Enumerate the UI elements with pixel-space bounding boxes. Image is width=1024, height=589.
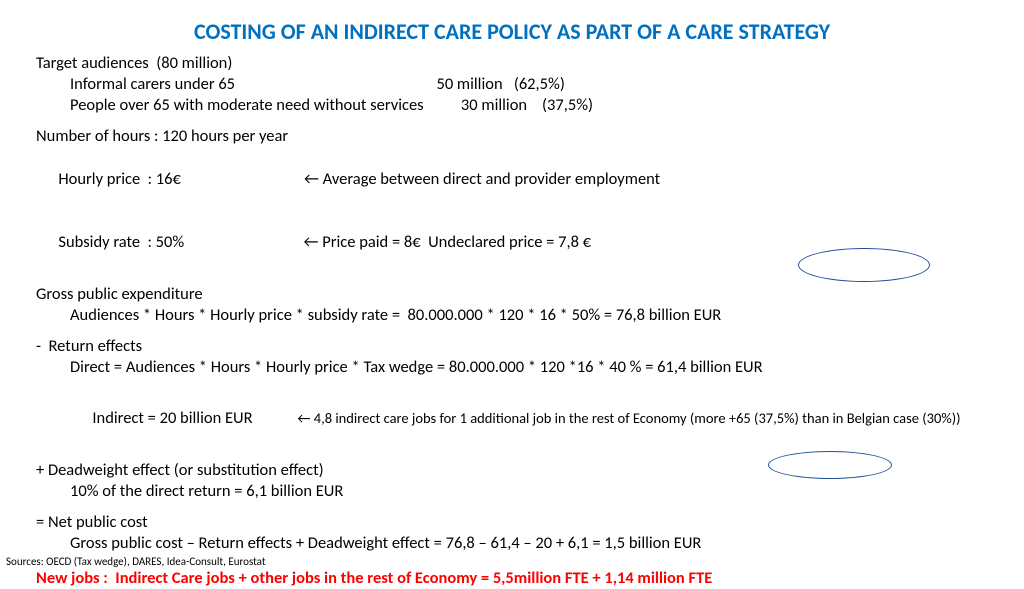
target-audiences-carers: Informal carers under 65 50 million (62,… <box>36 74 988 95</box>
return-indirect-value: Indirect = 20 billion EUR <box>92 408 252 428</box>
net-cost-head: = Net public cost <box>36 512 988 533</box>
sources-footnote: Sources: OECD (Tax wedge), DARES, Idea-C… <box>6 555 266 568</box>
subsidy-text: Subsidy rate : 50% ← Price paid = 8€ Und… <box>58 232 591 252</box>
target-audiences-head: Target audiences (80 million) <box>36 53 988 74</box>
return-indirect-row: Indirect = 20 billion EUR ← 4,8 indirect… <box>36 387 988 450</box>
new-jobs-highlight: New jobs : Indirect Care jobs + other jo… <box>36 568 988 589</box>
slide-body: Target audiences (80 million) Informal c… <box>0 45 1024 589</box>
highlight-ellipse-bottom <box>768 451 892 479</box>
gross-expenditure-formula: Audiences * Hours * Hourly price * subsi… <box>36 305 988 326</box>
return-direct: Direct = Audiences * Hours * Hourly pric… <box>36 357 988 378</box>
hours-line: Number of hours : 120 hours per year <box>36 126 988 147</box>
hourly-price-text: Hourly price : 16€ ← Average between dir… <box>58 169 660 189</box>
highlight-ellipse-top <box>798 248 930 282</box>
target-audiences-over65: People over 65 with moderate need withou… <box>36 95 988 116</box>
deadweight-line: 10% of the direct return = 6,1 billion E… <box>36 481 988 502</box>
return-indirect-note: ← 4,8 indirect care jobs for 1 additiona… <box>297 409 960 427</box>
net-cost-line: Gross public cost – Return effects + Dea… <box>36 533 988 554</box>
hourly-price-line: Hourly price : 16€ ← Average between dir… <box>36 147 988 210</box>
slide-title: COSTING OF AN INDIRECT CARE POLICY AS PA… <box>0 0 1024 45</box>
return-effects-head: - Return effects <box>36 336 988 357</box>
gross-expenditure-head: Gross public expenditure <box>36 284 988 305</box>
